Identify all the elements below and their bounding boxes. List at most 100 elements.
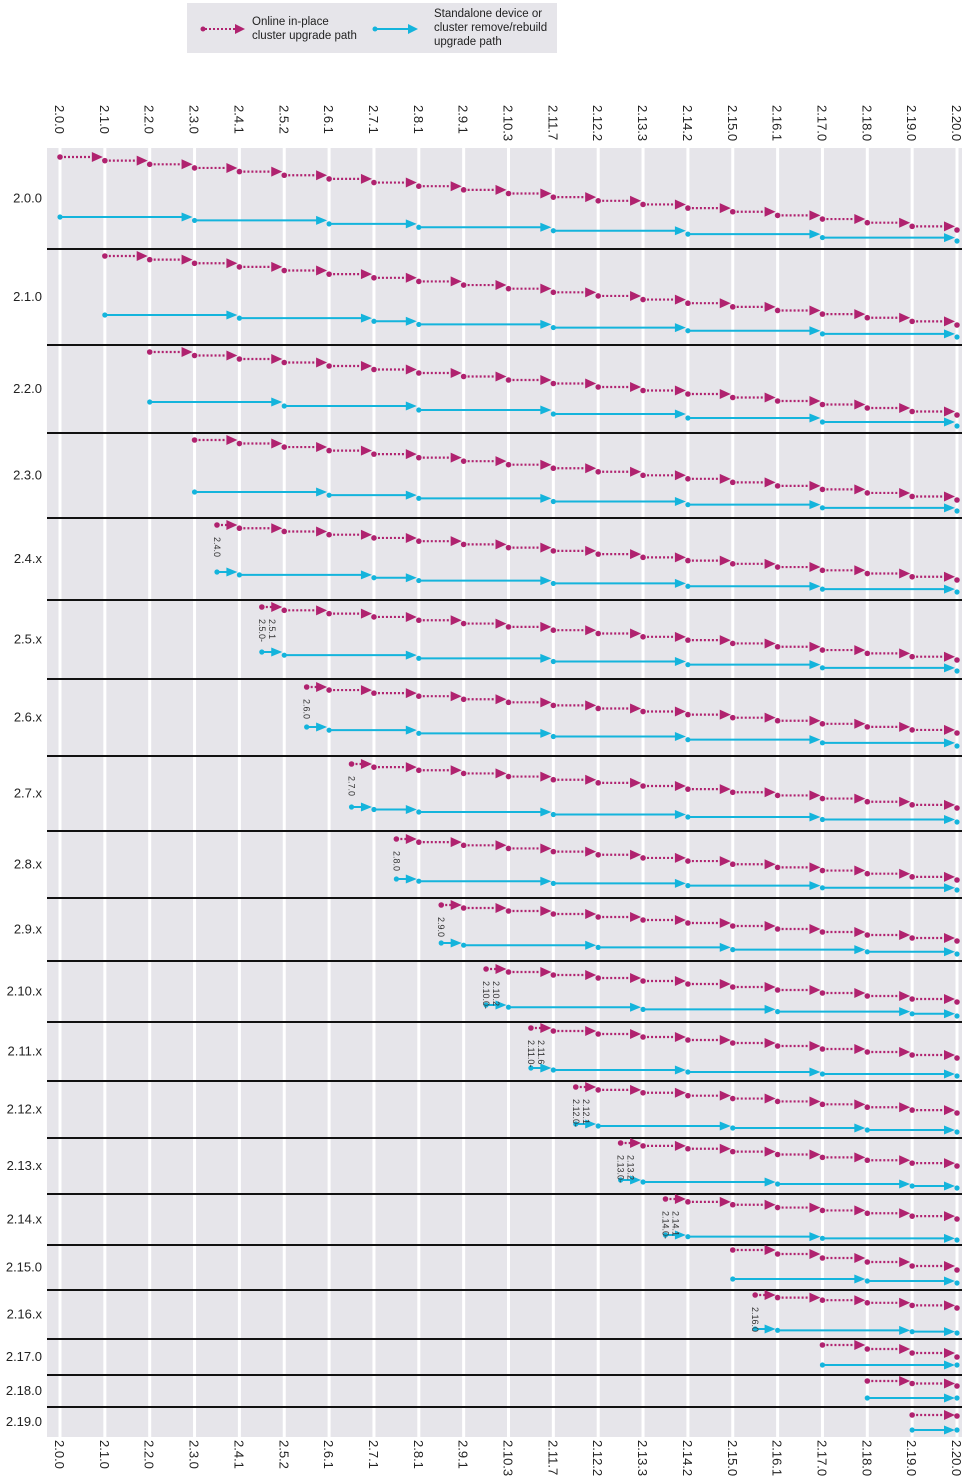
online-hop [912,316,955,327]
arrowhead-icon [719,918,731,928]
arrowhead-icon [226,162,238,173]
standalone-hop [194,487,328,497]
arrowhead-icon [854,399,866,410]
online-hop [329,269,372,280]
online-version-dot [505,190,512,197]
note-line: 2.11.6 [536,1040,546,1064]
bottom-axis-label: 2.20.0 [949,1440,964,1476]
arrowhead-icon [944,503,955,513]
online-hop [867,312,911,323]
online-version-dot [416,278,422,285]
arrowhead-icon [450,837,462,848]
standalone-version-dot [550,411,556,417]
arrowhead-icon [405,219,417,229]
arrowhead-icon [226,567,238,577]
arrowhead-icon [764,859,776,870]
online-hop [867,217,911,228]
note-line: 2.16.0 [750,1307,760,1332]
standalone-upgrade-path [730,1274,960,1286]
online-version-dot [617,1140,624,1146]
online-version-dot [505,624,512,630]
online-version-dot [729,714,736,721]
online-hop [912,1348,955,1358]
online-version-dot [259,604,265,610]
arrowhead-icon [405,611,417,622]
online-version-dot [595,705,601,712]
standalone-version-dot [191,489,198,495]
arrowhead-icon [809,660,821,670]
online-version-dot [505,285,512,292]
arrowhead-icon [181,254,193,265]
online-version-dot [774,926,781,932]
arrowhead-icon [899,568,911,579]
online-version-dot [774,564,781,570]
legend-line: cluster remove/rebuild [434,22,548,34]
standalone-hop [553,657,686,666]
arrowhead-icon [809,1067,821,1077]
arrowhead-icon [854,1253,866,1263]
online-version-dot [729,304,736,310]
online-hop [912,651,955,662]
arrowhead-icon [405,177,417,188]
online-hop [822,484,866,495]
arrowhead-icon [540,967,552,977]
arrowhead-icon [809,581,821,591]
standalone-version-dot [954,1330,960,1336]
arrowhead-icon [674,409,686,419]
online-hop [194,162,238,173]
online-hop [553,545,597,556]
online-upgrade-path [438,900,960,944]
online-hop [822,1099,866,1110]
online-version-dot [729,208,736,215]
standalone-hop [755,1324,776,1334]
standalone-version-dot [864,1395,870,1401]
standalone-upgrade-path [438,938,960,957]
standalone-version-dot [236,315,242,321]
top-axis-label: 2.4.1 [231,105,246,134]
online-hop [284,605,328,616]
online-hop [463,456,507,467]
standalone-hop [329,219,417,229]
online-hop [867,868,911,879]
online-version-dot [460,541,467,548]
arrowhead-icon [630,628,642,639]
online-hop [822,1152,866,1163]
online-hop [643,1032,686,1042]
standalone-hop [553,732,686,741]
online-version-dot [326,687,332,693]
standalone-version-dot [864,1127,870,1133]
row-label: 2.4.x [14,551,43,566]
online-hop [418,837,462,848]
online-hop [194,350,238,361]
online-hop [822,1044,866,1054]
arrowhead-icon [764,982,776,992]
online-hop [867,568,911,579]
online-version-dot [954,412,960,418]
arrowhead-icon [764,638,776,649]
standalone-version-dot [259,649,265,655]
online-hop [284,357,328,368]
standalone-version-dot [819,740,826,746]
arrowhead-icon [316,265,328,276]
online-hop [149,159,193,170]
online-version-dot [685,786,691,792]
arrowhead-icon [854,865,866,876]
online-version-dot [685,300,691,307]
arrowhead-icon [764,1093,776,1104]
online-version-dot [909,1302,915,1309]
online-hop [912,1261,955,1271]
online-hop [284,170,328,181]
arrowhead-icon [316,487,328,497]
bottom-axis-label: 2.3.0 [187,1440,202,1469]
arrowhead-icon [944,1233,955,1243]
standalone-version-dot [640,1006,646,1013]
arrowhead-icon [540,283,552,294]
bottom-axis-label: 2.18.0 [859,1440,874,1476]
standalone-hop [486,1000,507,1010]
online-version-dot [505,461,512,468]
online-version-dot [954,577,960,583]
bottom-axis-label: 2.0.0 [52,1440,67,1469]
arrowhead-icon [405,762,417,773]
row-label: 2.11.x [8,1044,43,1059]
online-version-dot [640,978,646,984]
